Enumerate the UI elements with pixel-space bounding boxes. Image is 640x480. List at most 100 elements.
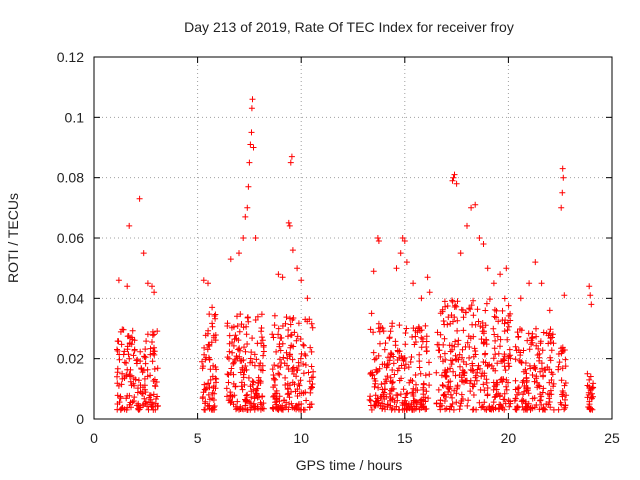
data-point [284, 391, 291, 398]
data-point [540, 373, 546, 380]
data-point [497, 376, 504, 383]
data-point [228, 365, 235, 372]
data-point [492, 337, 499, 344]
data-point [208, 339, 215, 346]
data-point [449, 394, 456, 401]
data-point [455, 341, 462, 348]
data-point [370, 349, 377, 356]
data-point [400, 386, 407, 393]
data-point [484, 391, 491, 398]
data-point [244, 391, 251, 398]
data-point [402, 361, 409, 368]
data-point [223, 385, 230, 392]
data-point [503, 383, 510, 390]
data-point [449, 357, 456, 364]
data-point [456, 406, 463, 413]
data-point [435, 386, 442, 393]
data-point [200, 389, 207, 396]
data-point [226, 355, 232, 362]
data-point [416, 351, 423, 358]
data-point [144, 280, 151, 287]
data-point [368, 310, 375, 317]
data-point [386, 357, 393, 364]
data-point [151, 289, 158, 296]
data-point [116, 356, 123, 363]
data-point [366, 396, 373, 403]
data-point [472, 201, 479, 208]
data-point [242, 348, 249, 355]
data-point [249, 96, 256, 103]
data-point [547, 326, 554, 333]
data-point [512, 377, 519, 384]
data-point [236, 345, 243, 352]
data-point [269, 366, 276, 373]
data-point [273, 395, 280, 402]
data-point [305, 369, 312, 376]
data-point [247, 355, 254, 362]
data-point [254, 340, 261, 347]
data-point [310, 368, 317, 375]
data-point [561, 382, 568, 389]
data-point [448, 312, 455, 319]
data-point [441, 398, 448, 404]
data-point [416, 406, 423, 413]
data-point [476, 235, 483, 241]
data-point [451, 343, 458, 350]
data-point [459, 354, 465, 361]
data-point [423, 348, 430, 355]
data-point [210, 383, 217, 390]
data-point [465, 333, 472, 340]
data-point [460, 369, 467, 376]
data-point [454, 382, 461, 389]
data-point [243, 331, 250, 338]
data-point [548, 347, 555, 354]
data-point [418, 334, 425, 341]
data-point [416, 358, 423, 365]
data-point [499, 358, 506, 365]
data-point [135, 406, 142, 413]
data-point [307, 385, 314, 392]
data-point [306, 378, 313, 385]
data-point [300, 370, 307, 377]
x-tick-label: 20 [501, 430, 517, 446]
data-point [289, 356, 296, 363]
data-point [536, 397, 543, 404]
data-point [380, 328, 387, 335]
data-point [550, 340, 557, 347]
data-point [505, 302, 512, 309]
data-point [206, 311, 213, 318]
data-point [126, 392, 133, 399]
data-point [525, 390, 532, 397]
x-tick-label: 15 [397, 430, 413, 446]
data-point [294, 333, 301, 340]
data-point [496, 393, 503, 400]
data-point [141, 353, 148, 360]
data-point [488, 406, 495, 413]
data-point [501, 320, 508, 327]
data-point [287, 159, 294, 166]
data-point [403, 325, 410, 332]
data-point [422, 406, 429, 413]
data-point [468, 204, 475, 211]
data-point [401, 406, 408, 413]
data-point [518, 359, 525, 365]
data-point [226, 340, 233, 347]
data-point [302, 362, 309, 368]
data-point [469, 321, 476, 328]
data-point [556, 359, 563, 366]
data-point [387, 328, 394, 335]
data-point [481, 370, 488, 377]
data-point [460, 314, 467, 321]
data-point [480, 330, 487, 337]
data-point [386, 391, 393, 397]
data-point [540, 385, 547, 392]
data-point [270, 393, 277, 400]
data-point [437, 406, 444, 413]
data-point [460, 358, 467, 365]
data-point [464, 222, 470, 229]
data-point [273, 348, 280, 355]
data-point [291, 329, 298, 336]
data-point [480, 381, 487, 388]
data-point [270, 406, 277, 412]
data-point [453, 180, 460, 187]
